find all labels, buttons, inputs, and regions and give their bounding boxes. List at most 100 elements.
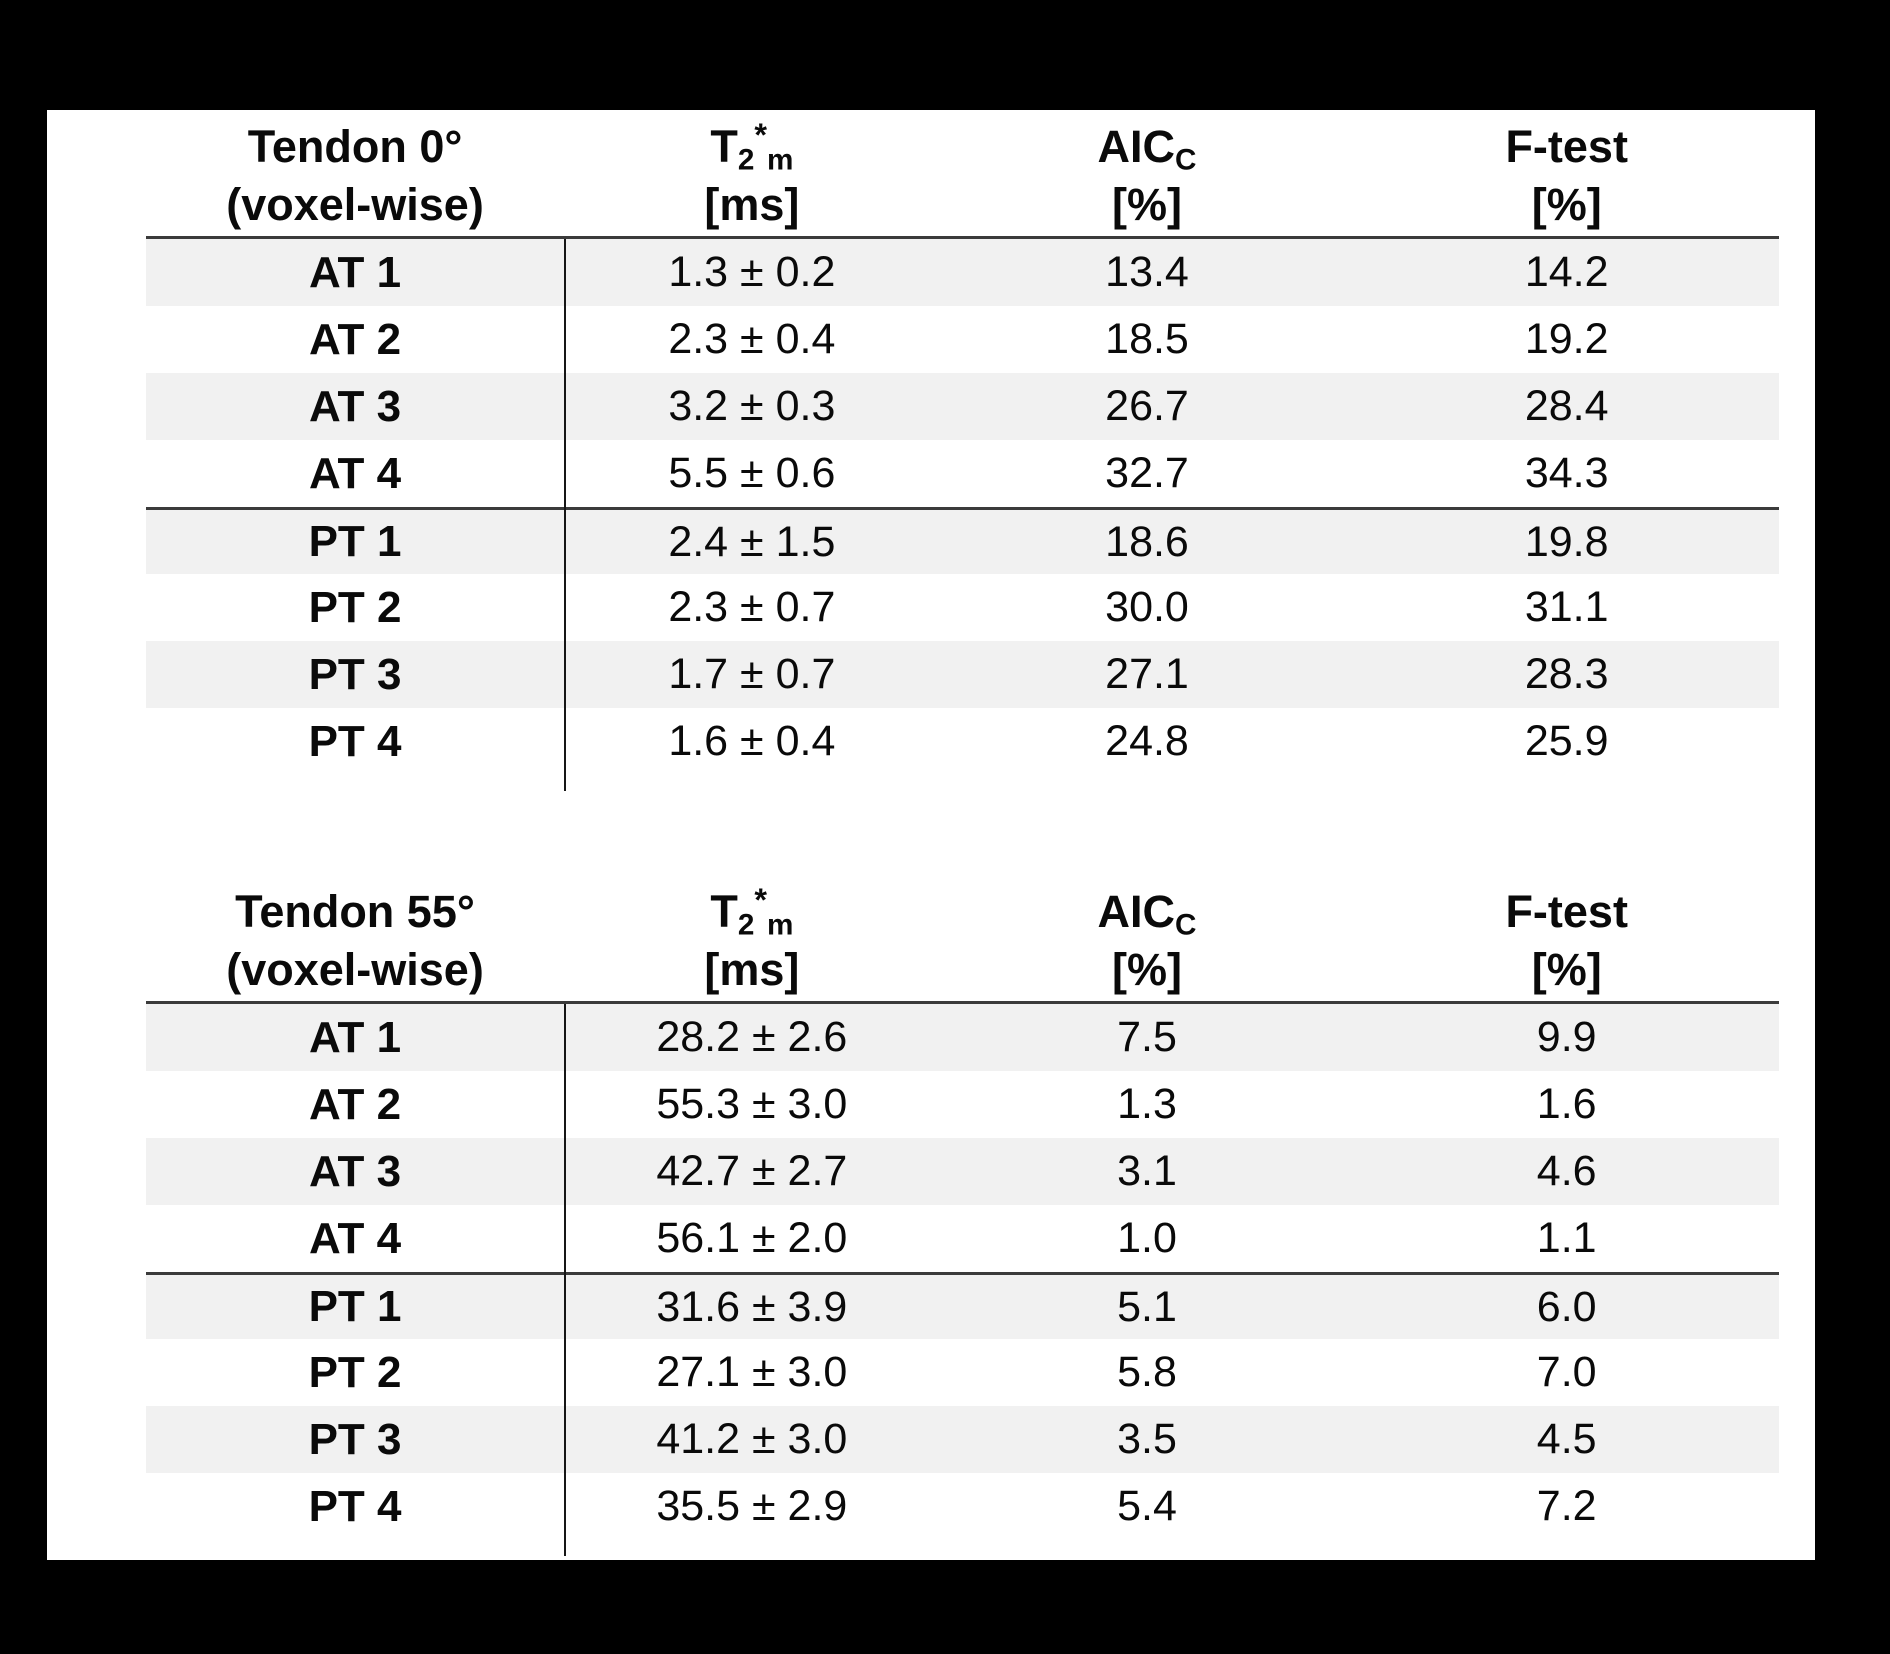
- aicc-cell: 18.5: [1105, 315, 1189, 363]
- t2m-unit: [ms]: [704, 179, 800, 230]
- ftest-label: F-test: [1505, 121, 1628, 172]
- table-row: AT 4 56.1 ± 2.0 1.0 1.1: [146, 1205, 1779, 1272]
- table-row: PT 1 31.6 ± 3.9 5.1 6.0: [146, 1272, 1779, 1339]
- table-row: AT 2 55.3 ± 3.0 1.3 1.6: [146, 1071, 1779, 1138]
- table-row: PT 3 1.7 ± 0.7 27.1 28.3: [146, 641, 1779, 708]
- aicc-cell: 3.1: [1117, 1147, 1177, 1195]
- table-title-line1: Tendon 55°: [235, 886, 475, 937]
- t2m-cell: 2.3 ± 0.4: [668, 315, 836, 363]
- t2m-cell: 27.1 ± 3.0: [656, 1348, 848, 1396]
- t2m-cell: 3.2 ± 0.3: [668, 382, 836, 430]
- table-row: PT 1 2.4 ± 1.5 18.6 19.8: [146, 507, 1779, 574]
- aicc-cell: 18.6: [1105, 517, 1189, 566]
- t2m-cell: 2.4 ± 1.5: [668, 517, 836, 566]
- row-label-cell: PT 1: [308, 517, 402, 566]
- row-label-cell: AT 2: [308, 314, 402, 364]
- ftest-cell: 31.1: [1524, 583, 1609, 631]
- row-label-cell: AT 4: [308, 448, 402, 498]
- table-title-line1: Tendon 0°: [247, 121, 463, 172]
- ftest-cell: 19.8: [1524, 517, 1609, 566]
- aicc-symbol: AICC: [1097, 886, 1197, 942]
- column-header-specimen: Tendon 55° (voxel-wise): [146, 883, 564, 999]
- ftest-cell: 28.4: [1524, 382, 1609, 430]
- table-title-line2: (voxel-wise): [226, 944, 484, 995]
- table-title-line2: (voxel-wise): [226, 179, 484, 230]
- t2m-cell: 5.5 ± 0.6: [668, 449, 836, 497]
- column-header-aicc: AICC [%]: [940, 883, 1355, 999]
- ftest-cell: 28.3: [1524, 650, 1609, 698]
- ftest-cell: 1.1: [1536, 1214, 1597, 1262]
- content-panel: Tendon 0° (voxel-wise) T2*m [ms] AICC [%…: [47, 110, 1815, 1560]
- ftest-cell: 4.5: [1536, 1415, 1597, 1463]
- row-label-cell: AT 3: [308, 1146, 402, 1196]
- column-header-specimen: Tendon 0° (voxel-wise): [146, 118, 564, 234]
- ftest-cell: 34.3: [1524, 449, 1609, 497]
- table-row: AT 3 42.7 ± 2.7 3.1 4.6: [146, 1138, 1779, 1205]
- ftest-cell: 7.0: [1536, 1348, 1597, 1396]
- aicc-cell: 13.4: [1105, 248, 1189, 296]
- table-row: PT 2 2.3 ± 0.7 30.0 31.1: [146, 574, 1779, 641]
- aicc-cell: 5.1: [1117, 1282, 1177, 1331]
- row-label-cell: AT 1: [308, 1012, 402, 1062]
- aicc-cell: 3.5: [1117, 1415, 1177, 1463]
- row-label-cell: AT 2: [308, 1079, 402, 1129]
- column-header-t2m: T2*m [ms]: [564, 883, 940, 999]
- aicc-cell: 5.8: [1117, 1348, 1177, 1396]
- table-header: Tendon 55° (voxel-wise) T2*m [ms] AICC […: [146, 875, 1779, 1004]
- ftest-cell: 14.2: [1524, 248, 1609, 296]
- aicc-cell: 24.8: [1105, 717, 1189, 765]
- ftest-cell: 25.9: [1524, 717, 1609, 765]
- ftest-label: F-test: [1505, 886, 1628, 937]
- row-label-cell: PT 3: [308, 1414, 402, 1464]
- row-label-cell: PT 3: [308, 649, 402, 699]
- row-label-cell: AT 1: [308, 247, 402, 297]
- table-row: PT 3 41.2 ± 3.0 3.5 4.5: [146, 1406, 1779, 1473]
- table-row: AT 4 5.5 ± 0.6 32.7 34.3: [146, 440, 1779, 507]
- aicc-cell: 27.1: [1105, 650, 1189, 698]
- table-row: AT 3 3.2 ± 0.3 26.7 28.4: [146, 373, 1779, 440]
- row-label-cell: PT 2: [308, 1347, 402, 1397]
- ftest-cell: 4.6: [1536, 1147, 1597, 1195]
- t2m-cell: 42.7 ± 2.7: [656, 1147, 848, 1195]
- table-body: AT 1 1.3 ± 0.2 13.4 14.2 AT 2 2.3 ± 0.4 …: [146, 239, 1779, 791]
- table-row: PT 2 27.1 ± 3.0 5.8 7.0: [146, 1339, 1779, 1406]
- table-row: AT 2 2.3 ± 0.4 18.5 19.2: [146, 306, 1779, 373]
- t2m-cell: 55.3 ± 3.0: [656, 1080, 848, 1128]
- aicc-cell: 1.0: [1117, 1214, 1177, 1262]
- table-row: AT 1 1.3 ± 0.2 13.4 14.2: [146, 239, 1779, 306]
- t2m-symbol: T2*m: [710, 117, 794, 177]
- aicc-cell: 32.7: [1105, 449, 1189, 497]
- t2m-cell: 2.3 ± 0.7: [668, 583, 836, 631]
- t2m-cell: 56.1 ± 2.0: [656, 1214, 848, 1262]
- ftest-cell: 19.2: [1524, 315, 1609, 363]
- row-label-cell: PT 4: [308, 1481, 402, 1531]
- column-divider: [564, 1004, 567, 1556]
- table-header: Tendon 0° (voxel-wise) T2*m [ms] AICC [%…: [146, 110, 1779, 239]
- table-tendon-55: Tendon 55° (voxel-wise) T2*m [ms] AICC […: [146, 875, 1779, 1556]
- ftest-cell: 7.2: [1536, 1482, 1597, 1530]
- t2m-cell: 1.7 ± 0.7: [668, 650, 836, 698]
- aicc-cell: 5.4: [1117, 1482, 1177, 1530]
- table-tendon-0: Tendon 0° (voxel-wise) T2*m [ms] AICC [%…: [146, 110, 1779, 791]
- t2m-cell: 31.6 ± 3.9: [656, 1282, 848, 1331]
- aicc-cell: 1.3: [1117, 1080, 1177, 1128]
- column-header-t2m: T2*m [ms]: [564, 118, 940, 234]
- table-row: AT 1 28.2 ± 2.6 7.5 9.9: [146, 1004, 1779, 1071]
- table-row: PT 4 1.6 ± 0.4 24.8 25.9: [146, 708, 1779, 775]
- t2m-cell: 1.3 ± 0.2: [668, 248, 836, 296]
- ftest-unit: [%]: [1531, 179, 1602, 230]
- column-header-ftest: F-test [%]: [1354, 118, 1779, 234]
- row-label-cell: PT 2: [308, 582, 402, 632]
- aicc-unit: [%]: [1112, 179, 1182, 230]
- aicc-unit: [%]: [1112, 944, 1182, 995]
- row-label-cell: PT 4: [308, 716, 402, 766]
- ftest-cell: 6.0: [1536, 1282, 1597, 1331]
- row-label-cell: AT 4: [308, 1213, 402, 1263]
- ftest-cell: 9.9: [1536, 1013, 1597, 1061]
- column-header-ftest: F-test [%]: [1354, 883, 1779, 999]
- ftest-cell: 1.6: [1536, 1080, 1597, 1128]
- row-label-cell: PT 1: [308, 1282, 402, 1331]
- table-body: AT 1 28.2 ± 2.6 7.5 9.9 AT 2 55.3 ± 3.0 …: [146, 1004, 1779, 1556]
- ftest-unit: [%]: [1531, 944, 1602, 995]
- aicc-symbol: AICC: [1097, 121, 1197, 177]
